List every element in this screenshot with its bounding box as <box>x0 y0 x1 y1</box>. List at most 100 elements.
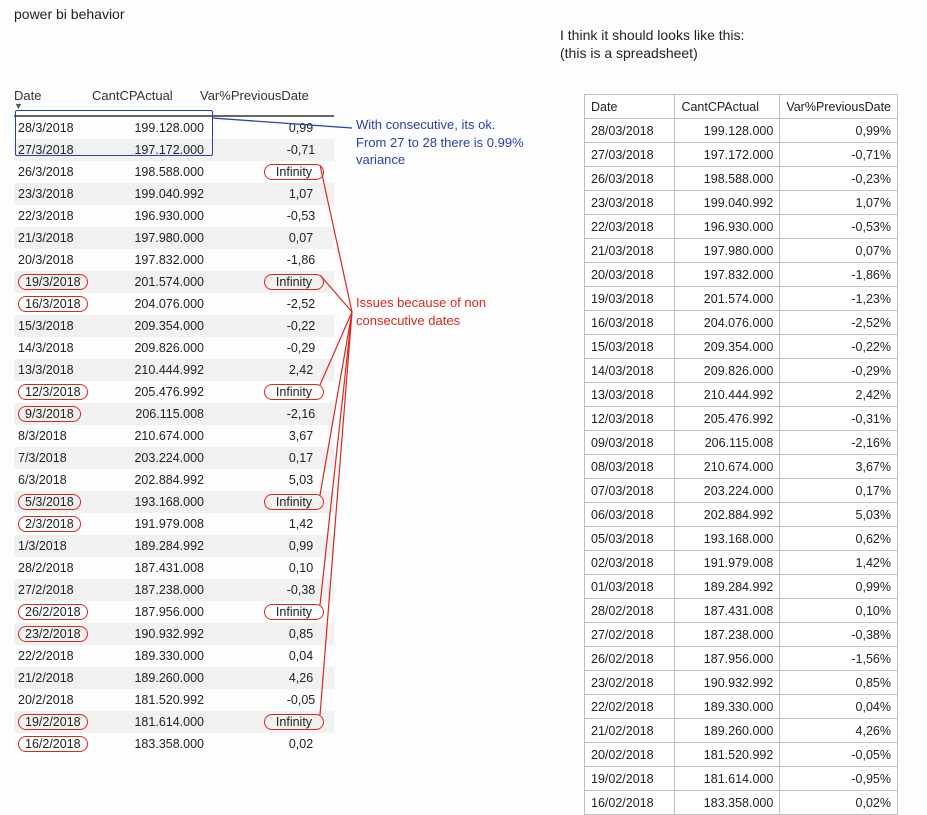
spreadsheet-row[interactable]: 09/03/2018206.115.008-2,16% <box>585 431 898 455</box>
powerbi-row[interactable]: 19/2/2018181.614.000Infinity <box>14 711 334 733</box>
powerbi-cell-var: -0,53 <box>278 209 324 223</box>
spreadsheet-cell-cant: 202.884.992 <box>675 503 780 527</box>
spreadsheet-row[interactable]: 23/02/2018190.932.9920,85% <box>585 671 898 695</box>
spreadsheet-row[interactable]: 13/03/2018210.444.9922,42% <box>585 383 898 407</box>
powerbi-row[interactable]: 8/3/2018210.674.0003,67 <box>14 425 334 447</box>
powerbi-row[interactable]: 15/3/2018209.354.000-0,22 <box>14 315 334 337</box>
spreadsheet-cell-var: -0,05% <box>780 743 898 767</box>
spreadsheet-row[interactable]: 20/02/2018181.520.992-0,05% <box>585 743 898 767</box>
powerbi-row[interactable]: 16/3/2018204.076.000-2,52 <box>14 293 334 315</box>
spreadsheet-row[interactable]: 16/03/2018204.076.000-2,52% <box>585 311 898 335</box>
spreadsheet-cell-var: -2,16% <box>780 431 898 455</box>
spreadsheet-row[interactable]: 19/02/2018181.614.000-0,95% <box>585 767 898 791</box>
spreadsheet-cell-date: 19/03/2018 <box>585 287 675 311</box>
powerbi-cell-cant: 189.284.992 <box>96 539 214 553</box>
spreadsheet-cell-cant: 193.168.000 <box>675 527 780 551</box>
powerbi-cell-var: 1,42 <box>278 517 324 531</box>
spreadsheet-row[interactable]: 21/03/2018197.980.0000,07% <box>585 239 898 263</box>
powerbi-cell-cant: 187.238.000 <box>96 583 214 597</box>
spreadsheet-row[interactable]: 08/03/2018210.674.0003,67% <box>585 455 898 479</box>
spreadsheet-row[interactable]: 28/02/2018187.431.0080,10% <box>585 599 898 623</box>
spreadsheet-row[interactable]: 27/03/2018197.172.000-0,71% <box>585 143 898 167</box>
powerbi-row[interactable]: 26/2/2018187.956.000Infinity <box>14 601 334 623</box>
spreadsheet-cell-var: 3,67% <box>780 455 898 479</box>
spreadsheet-row[interactable]: 14/03/2018209.826.000-0,29% <box>585 359 898 383</box>
powerbi-row[interactable]: 9/3/2018206.115.008-2,16 <box>14 403 334 425</box>
powerbi-cell-cant: 183.358.000 <box>96 737 214 751</box>
spreadsheet-cell-cant: 191.979.008 <box>675 551 780 575</box>
powerbi-row[interactable]: 20/2/2018181.520.992-0,05 <box>14 689 334 711</box>
spreadsheet-cell-var: 4,26% <box>780 719 898 743</box>
powerbi-row[interactable]: 7/3/2018203.224.0000,17 <box>14 447 334 469</box>
powerbi-row[interactable]: 22/2/2018189.330.0000,04 <box>14 645 334 667</box>
powerbi-row[interactable]: 2/3/2018191.979.0081,42 <box>14 513 334 535</box>
powerbi-cell-date: 12/3/2018 <box>18 384 88 400</box>
spreadsheet-row[interactable]: 20/03/2018197.832.000-1,86% <box>585 263 898 287</box>
spreadsheet-row[interactable]: 01/03/2018189.284.9920,99% <box>585 575 898 599</box>
spreadsheet-cell-cant: 189.260.000 <box>675 719 780 743</box>
spreadsheet-row[interactable]: 16/02/2018183.358.0000,02% <box>585 791 898 815</box>
powerbi-header-cant[interactable]: CantCPActual <box>92 88 200 111</box>
powerbi-row[interactable]: 13/3/2018210.444.9922,42 <box>14 359 334 381</box>
powerbi-row[interactable]: 1/3/2018189.284.9920,99 <box>14 535 334 557</box>
spreadsheet-cell-date: 22/03/2018 <box>585 215 675 239</box>
spreadsheet-row[interactable]: 27/02/2018187.238.000-0,38% <box>585 623 898 647</box>
powerbi-cell-cant: 196.930.000 <box>96 209 214 223</box>
caption-expected: I think it should looks like this: (this… <box>560 26 744 62</box>
spreadsheet-cell-date: 06/03/2018 <box>585 503 675 527</box>
powerbi-row[interactable]: 23/3/2018199.040.9921,07 <box>14 183 334 205</box>
spreadsheet-cell-cant: 189.330.000 <box>675 695 780 719</box>
spreadsheet-cell-date: 21/03/2018 <box>585 239 675 263</box>
powerbi-row[interactable]: 14/3/2018209.826.000-0,29 <box>14 337 334 359</box>
spreadsheet-row[interactable]: 05/03/2018193.168.0000,62% <box>585 527 898 551</box>
powerbi-table: Date ▼ CantCPActual Var%PreviousDate 28/… <box>14 88 334 755</box>
powerbi-row[interactable]: 20/3/2018197.832.000-1,86 <box>14 249 334 271</box>
powerbi-cell-var-infinity: Infinity <box>264 714 324 730</box>
powerbi-row[interactable]: 5/3/2018193.168.000Infinity <box>14 491 334 513</box>
spreadsheet-row[interactable]: 26/02/2018187.956.000-1,56% <box>585 647 898 671</box>
powerbi-cell-var: 2,42 <box>278 363 324 377</box>
spreadsheet-row[interactable]: 15/03/2018209.354.000-0,22% <box>585 335 898 359</box>
spreadsheet-cell-date: 14/03/2018 <box>585 359 675 383</box>
spreadsheet-cell-date: 12/03/2018 <box>585 407 675 431</box>
powerbi-cell-cant: 187.431.008 <box>96 561 214 575</box>
spreadsheet-row[interactable]: 07/03/2018203.224.0000,17% <box>585 479 898 503</box>
powerbi-row[interactable]: 27/2/2018187.238.000-0,38 <box>14 579 334 601</box>
spreadsheet-table: Date CantCPActual Var%PreviousDate 28/03… <box>584 94 898 815</box>
powerbi-row[interactable]: 19/3/2018201.574.000Infinity <box>14 271 334 293</box>
powerbi-cell-var: -1,86 <box>278 253 324 267</box>
spreadsheet-row[interactable]: 02/03/2018191.979.0081,42% <box>585 551 898 575</box>
spreadsheet-row[interactable]: 06/03/2018202.884.9925,03% <box>585 503 898 527</box>
powerbi-header-var[interactable]: Var%PreviousDate <box>200 88 334 111</box>
powerbi-cell-cant: 199.040.992 <box>96 187 214 201</box>
caption-powerbi: power bi behavior <box>14 6 125 22</box>
spreadsheet-row[interactable]: 22/02/2018189.330.0000,04% <box>585 695 898 719</box>
powerbi-row[interactable]: 26/3/2018198.588.000Infinity <box>14 161 334 183</box>
powerbi-row[interactable]: 28/2/2018187.431.0080,10 <box>14 557 334 579</box>
spreadsheet-row[interactable]: 22/03/2018196.930.000-0,53% <box>585 215 898 239</box>
powerbi-row[interactable]: 21/3/2018197.980.0000,07 <box>14 227 334 249</box>
spreadsheet-row[interactable]: 23/03/2018199.040.9921,07% <box>585 191 898 215</box>
spreadsheet-cell-cant: 210.674.000 <box>675 455 780 479</box>
spreadsheet-row[interactable]: 19/03/2018201.574.000-1,23% <box>585 287 898 311</box>
powerbi-cell-date: 20/2/2018 <box>18 693 74 707</box>
spreadsheet-cell-var: -0,22% <box>780 335 898 359</box>
powerbi-row[interactable]: 21/2/2018189.260.0004,26 <box>14 667 334 689</box>
powerbi-row[interactable]: 6/3/2018202.884.9925,03 <box>14 469 334 491</box>
spreadsheet-row[interactable]: 12/03/2018205.476.992-0,31% <box>585 407 898 431</box>
powerbi-row[interactable]: 16/2/2018183.358.0000,02 <box>14 733 334 755</box>
spreadsheet-cell-var: -1,86% <box>780 263 898 287</box>
spreadsheet-cell-date: 05/03/2018 <box>585 527 675 551</box>
spreadsheet-cell-var: -0,71% <box>780 143 898 167</box>
spreadsheet-cell-var: -0,23% <box>780 167 898 191</box>
spreadsheet-row[interactable]: 21/02/2018189.260.0004,26% <box>585 719 898 743</box>
powerbi-row[interactable]: 12/3/2018205.476.992Infinity <box>14 381 334 403</box>
spreadsheet-row[interactable]: 28/03/2018199.128.0000,99% <box>585 119 898 143</box>
spreadsheet-cell-cant: 197.172.000 <box>675 143 780 167</box>
powerbi-row[interactable]: 23/2/2018190.932.9920,85 <box>14 623 334 645</box>
powerbi-cell-var: 0,85 <box>278 627 324 641</box>
powerbi-cell-var: 0,99 <box>278 121 324 135</box>
powerbi-header-date[interactable]: Date ▼ <box>14 88 92 111</box>
powerbi-row[interactable]: 22/3/2018196.930.000-0,53 <box>14 205 334 227</box>
spreadsheet-row[interactable]: 26/03/2018198.588.000-0,23% <box>585 167 898 191</box>
